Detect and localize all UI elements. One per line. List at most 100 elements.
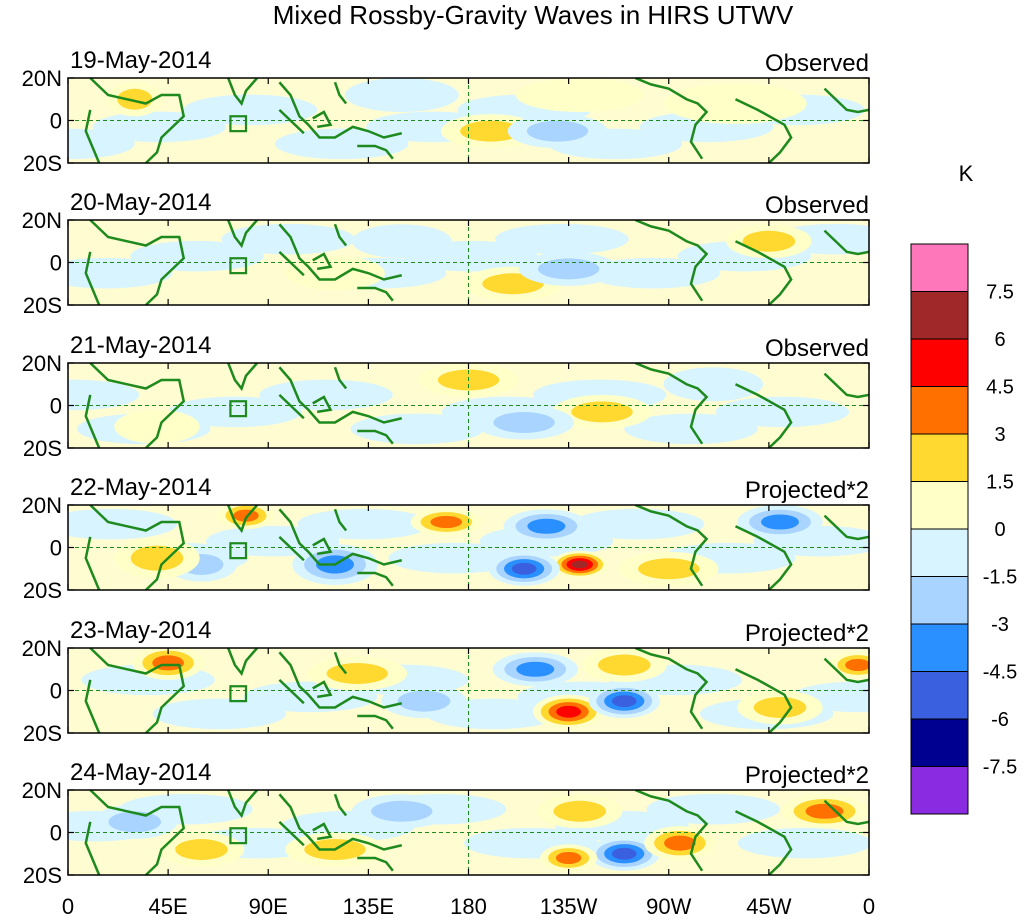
anomaly-contour bbox=[430, 515, 463, 529]
coastline bbox=[312, 395, 333, 414]
anomaly-blob bbox=[518, 251, 619, 286]
coastline bbox=[227, 220, 259, 249]
lat-tick-label: 20S bbox=[23, 863, 62, 888]
coastlines bbox=[84, 363, 869, 448]
coastline bbox=[823, 229, 869, 256]
lat-tick-label: 0 bbox=[50, 679, 62, 704]
colorbar: 7.5 6 4.5 3 1.5 0 -1.5 -3 -4.5 -6 -7.5 bbox=[910, 243, 1017, 815]
anomaly-blob bbox=[537, 794, 623, 829]
panel-5: 20N 0 20S 23-May-2014 Projected*2 bbox=[22, 617, 870, 746]
coastline bbox=[89, 78, 186, 163]
anomaly-blob bbox=[488, 551, 560, 586]
colorbar-swatch bbox=[910, 386, 969, 435]
colorbar-swatch bbox=[910, 243, 969, 292]
anomaly-blob bbox=[492, 652, 578, 687]
coastline bbox=[89, 363, 186, 448]
lat-tick-label: 0 bbox=[50, 536, 62, 561]
colorbar-unit-label: K bbox=[959, 161, 974, 186]
coastline bbox=[84, 109, 101, 163]
coastline bbox=[312, 680, 333, 699]
coastline bbox=[227, 505, 259, 534]
panel-field bbox=[68, 505, 869, 590]
coastline bbox=[278, 651, 403, 709]
anomaly-blob bbox=[737, 505, 823, 539]
colorbar-swatch bbox=[910, 528, 969, 577]
coastline bbox=[278, 678, 305, 705]
panel-type-label: Projected*2 bbox=[745, 620, 869, 647]
field-band bbox=[586, 257, 720, 289]
lon-tick-label: 90E bbox=[249, 894, 288, 919]
colorbar-swatch bbox=[910, 291, 969, 340]
lat-tick-label: 20S bbox=[23, 721, 62, 746]
region-box bbox=[229, 685, 248, 703]
region-box bbox=[229, 542, 248, 560]
colorbar-swatch bbox=[910, 623, 969, 672]
anomaly-contour bbox=[397, 690, 451, 712]
lat-tick-label: 20N bbox=[22, 636, 62, 661]
anomaly-contour bbox=[117, 88, 153, 110]
coastline bbox=[227, 648, 259, 677]
colorbar-tick-label: 4.5 bbox=[986, 377, 1014, 399]
anomaly-contour bbox=[493, 412, 555, 433]
anomaly-blob bbox=[114, 409, 200, 444]
field-band bbox=[646, 793, 780, 825]
coastline bbox=[634, 648, 709, 730]
coastline bbox=[278, 393, 305, 420]
anomaly-contour bbox=[114, 409, 200, 444]
coastline bbox=[84, 821, 101, 875]
anomaly-contour bbox=[351, 224, 452, 259]
anomaly-blob bbox=[552, 394, 652, 429]
coastline bbox=[312, 110, 333, 129]
anomaly-contour bbox=[175, 839, 228, 860]
lon-tick-label: 90W bbox=[646, 894, 691, 919]
colorbar-swatch bbox=[910, 433, 969, 482]
coastline bbox=[333, 366, 348, 390]
anomaly-blob bbox=[507, 114, 608, 149]
anomaly-contour bbox=[515, 78, 644, 112]
panel-4: 20N 0 20S 22-May-2014 Projected*2 bbox=[22, 474, 870, 603]
field-band bbox=[92, 111, 226, 143]
colorbar-tick-label: -3 bbox=[991, 614, 1009, 636]
anomaly-contour bbox=[742, 230, 796, 252]
coastline bbox=[278, 250, 305, 277]
coastlines bbox=[84, 648, 869, 733]
coastlines bbox=[84, 220, 869, 305]
anomaly-contour bbox=[344, 78, 459, 112]
anomaly-blob bbox=[551, 550, 609, 579]
anomaly-contour bbox=[371, 800, 433, 822]
colorbar-swatch bbox=[910, 338, 969, 387]
coastline bbox=[634, 220, 709, 302]
coastline bbox=[634, 363, 709, 445]
coastline bbox=[734, 98, 793, 163]
colorbar-swatch bbox=[910, 766, 969, 815]
coastline bbox=[89, 648, 186, 733]
anomaly-blob bbox=[515, 78, 644, 112]
lon-tick-label: 135E bbox=[343, 894, 394, 919]
panel-type-label: Projected*2 bbox=[745, 762, 869, 789]
panel-field bbox=[68, 363, 869, 448]
field-band bbox=[274, 128, 409, 160]
panel-date: 19-May-2014 bbox=[70, 47, 211, 74]
panel-3: 20N 0 20S 21-May-2014 Observed bbox=[22, 332, 870, 461]
coastline bbox=[734, 668, 793, 733]
anomaly-contour bbox=[108, 811, 162, 833]
anomaly-contour bbox=[526, 120, 589, 142]
lat-tick-label: 0 bbox=[50, 394, 62, 419]
panel-2: 20N 0 20S 20-May-2014 Observed bbox=[22, 189, 870, 318]
colorbar-tick-label: 6 bbox=[994, 329, 1005, 351]
anomaly-blob bbox=[106, 82, 164, 117]
coastline bbox=[823, 657, 869, 684]
panel-field bbox=[68, 790, 869, 875]
panel-date: 21-May-2014 bbox=[70, 332, 211, 359]
anomaly-blob bbox=[474, 405, 574, 440]
coastline bbox=[734, 383, 793, 448]
field-band bbox=[221, 223, 356, 255]
field-band bbox=[297, 508, 431, 540]
coastline bbox=[227, 78, 259, 107]
anomaly-blob bbox=[285, 256, 385, 291]
colorbar-tick-label: 0 bbox=[994, 519, 1005, 541]
anomaly-contour bbox=[285, 256, 385, 291]
lon-tick-label: 45W bbox=[746, 894, 791, 919]
lat-tick-label: 20S bbox=[23, 578, 62, 603]
anomaly-blob bbox=[644, 826, 716, 861]
